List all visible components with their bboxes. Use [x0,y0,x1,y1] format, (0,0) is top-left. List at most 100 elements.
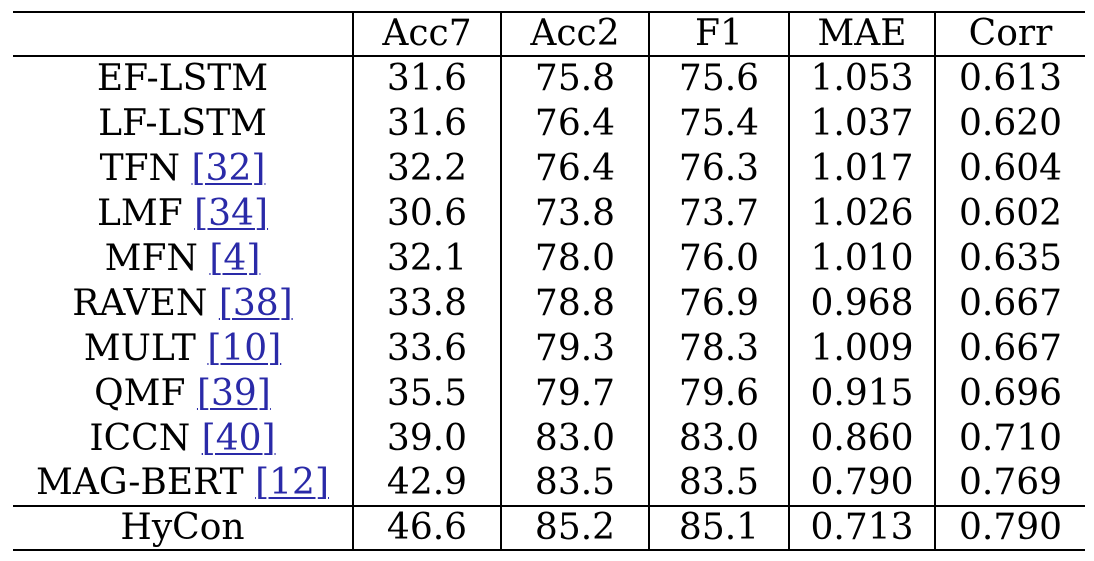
f1-cell: 76.9 [648,281,789,326]
acc2-cell: 78.0 [500,236,649,281]
mae-cell: 1.010 [788,236,935,281]
mae-header: MAE [788,11,935,57]
method-cell: MFN [4] [13,236,353,281]
acc2-cell: 76.4 [500,101,649,146]
acc7-cell: 30.6 [352,191,501,236]
acc7-cell: 31.6 [352,56,501,101]
citation-link[interactable]: [38] [218,282,293,324]
method-cell: HyCon [13,505,353,551]
method-name: MFN [104,237,198,279]
table-body: EF-LSTM 31.6 75.8 75.6 1.053 0.613 LF-LSTM 31.6… [13,56,1085,551]
acc2-cell: 85.2 [500,505,649,551]
acc7-cell: 42.9 [352,461,501,506]
corr-cell: 0.769 [934,461,1085,506]
corr-cell: 0.604 [934,146,1085,191]
method-name: LMF [96,192,183,234]
table-row: MULT [10] 33.6 79.3 78.3 1.009 0.667 [13,326,1085,371]
citation-link[interactable]: [34] [194,192,269,234]
acc2-cell: 83.5 [500,461,649,506]
acc2-header: Acc2 [500,11,649,57]
acc7-cell: 32.2 [352,146,501,191]
method-cell: RAVEN [38] [13,281,353,326]
method-cell: TFN [32] [13,146,353,191]
method-name: LF-LSTM [98,102,267,144]
method-name: RAVEN [72,282,208,324]
header-row: Acc7 Acc2 F1 MAE Corr [13,11,1085,57]
mae-cell: 0.968 [788,281,935,326]
f1-cell: 73.7 [648,191,789,236]
table-row: MFN [4] 32.1 78.0 76.0 1.010 0.635 [13,236,1085,281]
mae-cell: 0.713 [788,505,935,551]
method-name: MULT [83,327,196,369]
f1-cell: 85.1 [648,505,789,551]
acc7-cell: 33.8 [352,281,501,326]
method-name: ICCN [89,417,191,459]
method-cell: LMF [34] [13,191,353,236]
method-cell: ICCN [40] [13,416,353,461]
f1-cell: 79.6 [648,371,789,416]
method-name: EF-LSTM [96,58,269,99]
method-cell: LF-LSTM [13,101,353,146]
citation-link[interactable]: [39] [196,372,271,414]
corr-cell: 0.613 [934,56,1085,101]
table-header: Acc7 Acc2 F1 MAE Corr [13,11,1085,57]
table-row: EF-LSTM 31.6 75.8 75.6 1.053 0.613 [13,56,1085,101]
corr-cell: 0.667 [934,281,1085,326]
acc2-cell: 75.8 [500,56,649,101]
corr-cell: 0.710 [934,416,1085,461]
method-cell: EF-LSTM [13,56,353,101]
corr-header: Corr [934,11,1085,57]
acc7-cell: 31.6 [352,101,501,146]
citation-link[interactable]: [10] [207,327,282,369]
method-cell: MAG-BERT [12] [13,461,353,506]
method-name: QMF [94,372,186,414]
acc7-cell: 39.0 [352,416,501,461]
mae-cell: 1.037 [788,101,935,146]
method-cell: QMF [39] [13,371,353,416]
corr-cell: 0.635 [934,236,1085,281]
table-row: LF-LSTM 31.6 76.4 75.4 1.037 0.620 [13,101,1085,146]
mae-cell: 1.026 [788,191,935,236]
acc7-header: Acc7 [352,11,501,57]
f1-header: F1 [648,11,789,57]
table-row: MAG-BERT [12] 42.9 83.5 83.5 0.790 0.769 [13,461,1085,506]
acc2-cell: 79.3 [500,326,649,371]
f1-cell: 83.0 [648,416,789,461]
mae-cell: 1.009 [788,326,935,371]
f1-cell: 75.6 [648,56,789,101]
f1-cell: 75.4 [648,101,789,146]
corr-cell: 0.620 [934,101,1085,146]
f1-cell: 76.0 [648,236,789,281]
table-row: QMF [39] 35.5 79.7 79.6 0.915 0.696 [13,371,1085,416]
citation-link[interactable]: [32] [191,147,266,189]
mae-cell: 0.790 [788,461,935,506]
acc7-cell: 46.6 [352,505,501,551]
acc7-cell: 33.6 [352,326,501,371]
acc2-cell: 78.8 [500,281,649,326]
method-name: TFN [99,147,181,189]
acc2-cell: 73.8 [500,191,649,236]
acc2-cell: 76.4 [500,146,649,191]
citation-link[interactable]: [12] [255,462,330,503]
acc7-cell: 35.5 [352,371,501,416]
mae-cell: 0.860 [788,416,935,461]
mae-cell: 1.053 [788,56,935,101]
table-row: TFN [32] 32.2 76.4 76.3 1.017 0.604 [13,146,1085,191]
method-header [13,11,353,57]
mae-cell: 1.017 [788,146,935,191]
table-row: ICCN [40] 39.0 83.0 83.0 0.860 0.710 [13,416,1085,461]
corr-cell: 0.667 [934,326,1085,371]
table-row: RAVEN [38] 33.8 78.8 76.9 0.968 0.667 [13,281,1085,326]
citation-link[interactable]: [4] [209,237,261,279]
f1-cell: 83.5 [648,461,789,506]
mae-cell: 0.915 [788,371,935,416]
results-table: Acc7 Acc2 F1 MAE Corr EF-LSTM 31.6 75.8 75.6 1.0… [13,11,1085,551]
corr-cell: 0.790 [934,505,1085,551]
corr-cell: 0.602 [934,191,1085,236]
table-row-hycon: HyCon 46.6 85.2 85.1 0.713 0.790 [13,505,1085,551]
acc7-cell: 32.1 [352,236,501,281]
citation-link[interactable]: [40] [201,417,276,459]
f1-cell: 76.3 [648,146,789,191]
method-cell: MULT [10] [13,326,353,371]
acc2-cell: 79.7 [500,371,649,416]
